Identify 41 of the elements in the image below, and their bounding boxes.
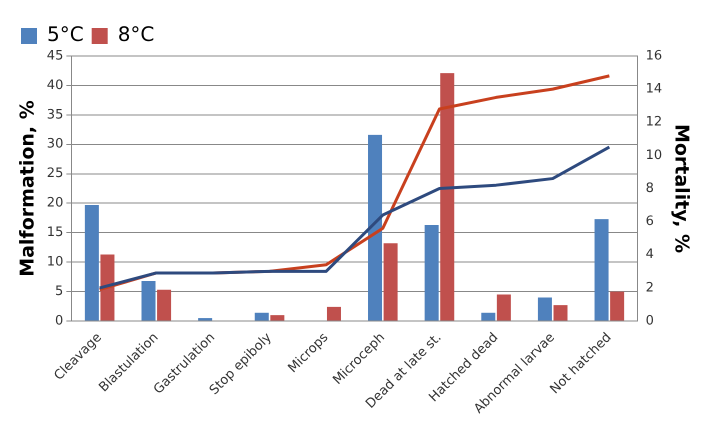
- y-tick-label: 5: [55, 284, 64, 299]
- y-tick-label: 30: [46, 136, 64, 152]
- bar: [440, 73, 454, 321]
- y2-tick-label: 0: [646, 313, 654, 328]
- y-tick-label: 20: [46, 196, 64, 211]
- bar: [368, 134, 382, 321]
- bar: [157, 290, 172, 321]
- legend-label: 5°C: [47, 22, 84, 46]
- y-axis-title: Malformation, %: [16, 100, 38, 277]
- y-tick-label: 10: [46, 254, 64, 270]
- y2-tick-label: 14: [646, 82, 662, 96]
- bar: [270, 315, 284, 321]
- bar: [553, 305, 568, 321]
- bar: [141, 280, 156, 321]
- y-tick-label: 35: [46, 107, 64, 122]
- y-tick-label: 0: [55, 313, 64, 328]
- y2-tick-label: 12: [646, 114, 662, 130]
- bar: [198, 318, 212, 321]
- bar: [594, 219, 609, 321]
- y-tick-label: 25: [46, 166, 64, 182]
- y-tick-label: 45: [46, 48, 64, 64]
- bar: [384, 243, 398, 321]
- y2-tick-label: 4: [646, 247, 654, 262]
- bar: [610, 292, 624, 321]
- y2-tick-label: 16: [646, 48, 662, 64]
- y2-tick-label: 8: [646, 180, 654, 196]
- bar: [84, 205, 99, 321]
- bar: [424, 225, 439, 321]
- y-tick-label: 15: [46, 225, 64, 240]
- y2-tick-label: 10: [646, 148, 662, 163]
- y2-axis-title: Mortality, %: [670, 124, 693, 254]
- y-tick-label: 40: [46, 78, 64, 93]
- y2-tick-label: 2: [646, 280, 654, 296]
- bar: [538, 297, 552, 321]
- legend-label: 8°C: [118, 22, 154, 46]
- bar: [254, 312, 269, 321]
- bar: [481, 312, 496, 321]
- y2-tick-label: 6: [646, 214, 654, 230]
- bar: [326, 306, 341, 321]
- bar: [100, 254, 114, 321]
- bar: [496, 294, 511, 321]
